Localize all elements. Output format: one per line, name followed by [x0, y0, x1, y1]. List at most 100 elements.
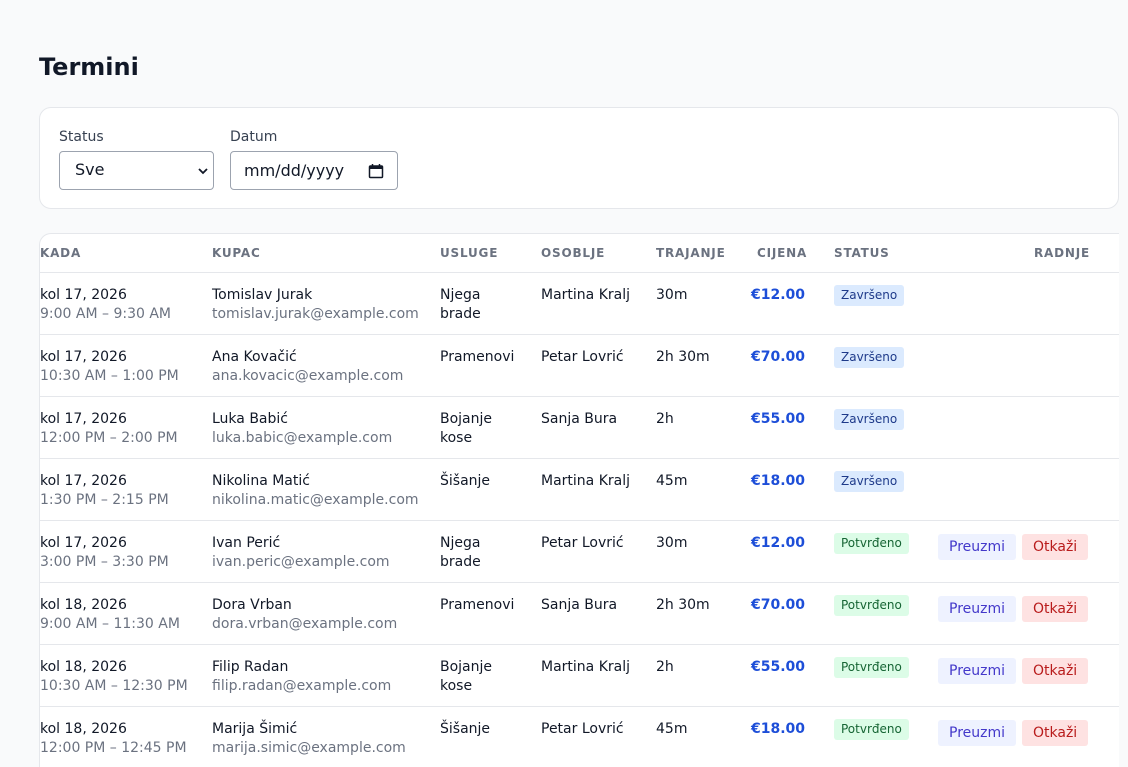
- customer-cell: Filip Radan filip.radan@example.com: [212, 658, 391, 696]
- column-header-services: USLUGE: [440, 246, 499, 260]
- customer-cell: Nikolina Matić nikolina.matic@example.com: [212, 472, 419, 510]
- service-name: kose: [440, 678, 473, 694]
- take-over-button[interactable]: Preuzmi: [938, 596, 1017, 622]
- appointment-date: kol 17, 2026: [40, 349, 127, 365]
- table-row: kol 17, 2026 3:00 PM – 3:30 PM Ivan Perić i…: [40, 521, 1119, 583]
- when-cell: kol 17, 2026 10:30 AM – 1:00 PM: [40, 348, 179, 386]
- column-header-status: STATUS: [834, 246, 890, 260]
- price: €70.00: [751, 597, 806, 613]
- service-name: Pramenovi: [440, 597, 515, 613]
- chevron-down-icon: [198, 168, 208, 175]
- customer-cell: Luka Babić luka.babic@example.com: [212, 410, 392, 448]
- filter-panel: Status Sve Datum mm/dd/yyyy: [39, 107, 1119, 209]
- price: €12.00: [751, 535, 806, 551]
- staff-name: Martina Kralj: [541, 287, 630, 303]
- status-filter-label: Status: [59, 129, 104, 145]
- appointment-time: 12:00 PM – 2:00 PM: [40, 430, 178, 446]
- status-badge: Završeno: [834, 347, 905, 368]
- take-over-button[interactable]: Preuzmi: [938, 720, 1017, 746]
- status-badge: Završeno: [834, 409, 905, 430]
- table-header: KADA KUPAC USLUGE OSOBLJE TRAJANJE CIJEN…: [40, 234, 1119, 273]
- appointment-time: 1:30 PM – 2:15 PM: [40, 492, 169, 508]
- staff-name: Petar Lovrić: [541, 721, 624, 737]
- table-row: kol 17, 2026 9:00 AM – 9:30 AM Tomislav Ju…: [40, 273, 1119, 335]
- customer-cell: Ana Kovačić ana.kovacic@example.com: [212, 348, 403, 386]
- service-name: brade: [440, 306, 481, 322]
- service-name: Pramenovi: [440, 349, 515, 365]
- customer-name: Ivan Perić: [212, 535, 281, 551]
- price: €18.00: [751, 473, 806, 489]
- service-name: Bojanje: [440, 411, 493, 427]
- service-cell: Njega brade: [440, 286, 481, 324]
- cancel-button[interactable]: Otkaži: [1022, 720, 1089, 746]
- customer-cell: Dora Vrban dora.vrban@example.com: [212, 596, 397, 634]
- duration: 45m: [656, 473, 688, 489]
- customer-cell: Marija Šimić marija.simic@example.com: [212, 720, 406, 758]
- service-cell: Njega brade: [440, 534, 481, 572]
- table-row: kol 17, 2026 10:30 AM – 1:00 PM Ana Kovači…: [40, 335, 1119, 397]
- cancel-button[interactable]: Otkaži: [1022, 658, 1089, 684]
- status-select-value: Sve: [75, 160, 105, 179]
- customer-email: nikolina.matic@example.com: [212, 492, 419, 508]
- service-name: Bojanje: [440, 659, 493, 675]
- appointment-time: 12:00 PM – 12:45 PM: [40, 740, 187, 756]
- customer-name: Ana Kovačić: [212, 349, 297, 365]
- date-input[interactable]: mm/dd/yyyy: [230, 151, 398, 190]
- service-cell: Pramenovi: [440, 348, 514, 367]
- calendar-icon[interactable]: [368, 163, 384, 179]
- status-select[interactable]: Sve: [59, 151, 214, 190]
- status-badge: Završeno: [834, 285, 905, 306]
- price: €55.00: [751, 411, 806, 427]
- service-name: Njega: [440, 287, 481, 303]
- price: €18.00: [751, 721, 806, 737]
- page-title: Termini: [39, 53, 139, 81]
- column-header-when: KADA: [40, 246, 82, 260]
- customer-name: Tomislav Jurak: [212, 287, 313, 303]
- table-row: kol 18, 2026 10:30 AM – 12:30 PM Filip Rad…: [40, 645, 1119, 707]
- customer-email: filip.radan@example.com: [212, 678, 392, 694]
- appointment-date: kol 18, 2026: [40, 721, 127, 737]
- appointment-time: 3:00 PM – 3:30 PM: [40, 554, 169, 570]
- table-row: kol 18, 2026 9:00 AM – 11:30 AM Dora Vrban…: [40, 583, 1119, 645]
- customer-cell: Ivan Perić ivan.peric@example.com: [212, 534, 390, 572]
- status-badge: Potvrđeno: [834, 657, 909, 678]
- table-row: kol 17, 2026 12:00 PM – 2:00 PM Luka Babić…: [40, 397, 1119, 459]
- appointment-date: kol 18, 2026: [40, 659, 127, 675]
- appointment-date: kol 17, 2026: [40, 287, 127, 303]
- customer-cell: Tomislav Jurak tomislav.jurak@example.com: [212, 286, 419, 324]
- when-cell: kol 18, 2026 10:30 AM – 12:30 PM: [40, 658, 188, 696]
- customer-email: tomislav.jurak@example.com: [212, 306, 419, 322]
- cancel-button[interactable]: Otkaži: [1022, 534, 1089, 560]
- appointment-date: kol 17, 2026: [40, 473, 127, 489]
- when-cell: kol 17, 2026 1:30 PM – 2:15 PM: [40, 472, 169, 510]
- appointment-date: kol 17, 2026: [40, 411, 127, 427]
- take-over-button[interactable]: Preuzmi: [938, 534, 1017, 560]
- service-cell: Šišanje: [440, 472, 490, 491]
- status-badge: Potvrđeno: [834, 533, 909, 554]
- column-header-customer: KUPAC: [212, 246, 261, 260]
- service-name: kose: [440, 430, 473, 446]
- when-cell: kol 18, 2026 9:00 AM – 11:30 AM: [40, 596, 180, 634]
- staff-name: Martina Kralj: [541, 473, 630, 489]
- customer-name: Nikolina Matić: [212, 473, 310, 489]
- customer-email: ivan.peric@example.com: [212, 554, 390, 570]
- column-header-duration: TRAJANJE: [656, 246, 726, 260]
- cancel-button[interactable]: Otkaži: [1022, 596, 1089, 622]
- service-cell: Šišanje: [440, 720, 490, 739]
- service-name: brade: [440, 554, 481, 570]
- duration: 30m: [656, 287, 688, 303]
- customer-email: marija.simic@example.com: [212, 740, 406, 756]
- price: €55.00: [751, 659, 806, 675]
- service-name: Šišanje: [440, 721, 491, 737]
- customer-email: luka.babic@example.com: [212, 430, 393, 446]
- service-cell: Bojanje kose: [440, 658, 492, 696]
- take-over-button[interactable]: Preuzmi: [938, 658, 1017, 684]
- customer-email: ana.kovacic@example.com: [212, 368, 404, 384]
- appointment-time: 9:00 AM – 11:30 AM: [40, 616, 180, 632]
- appointment-date: kol 17, 2026: [40, 535, 127, 551]
- date-input-placeholder: mm/dd/yyyy: [244, 161, 345, 180]
- staff-name: Sanja Bura: [541, 597, 618, 613]
- duration: 2h: [656, 411, 674, 427]
- price: €12.00: [751, 287, 806, 303]
